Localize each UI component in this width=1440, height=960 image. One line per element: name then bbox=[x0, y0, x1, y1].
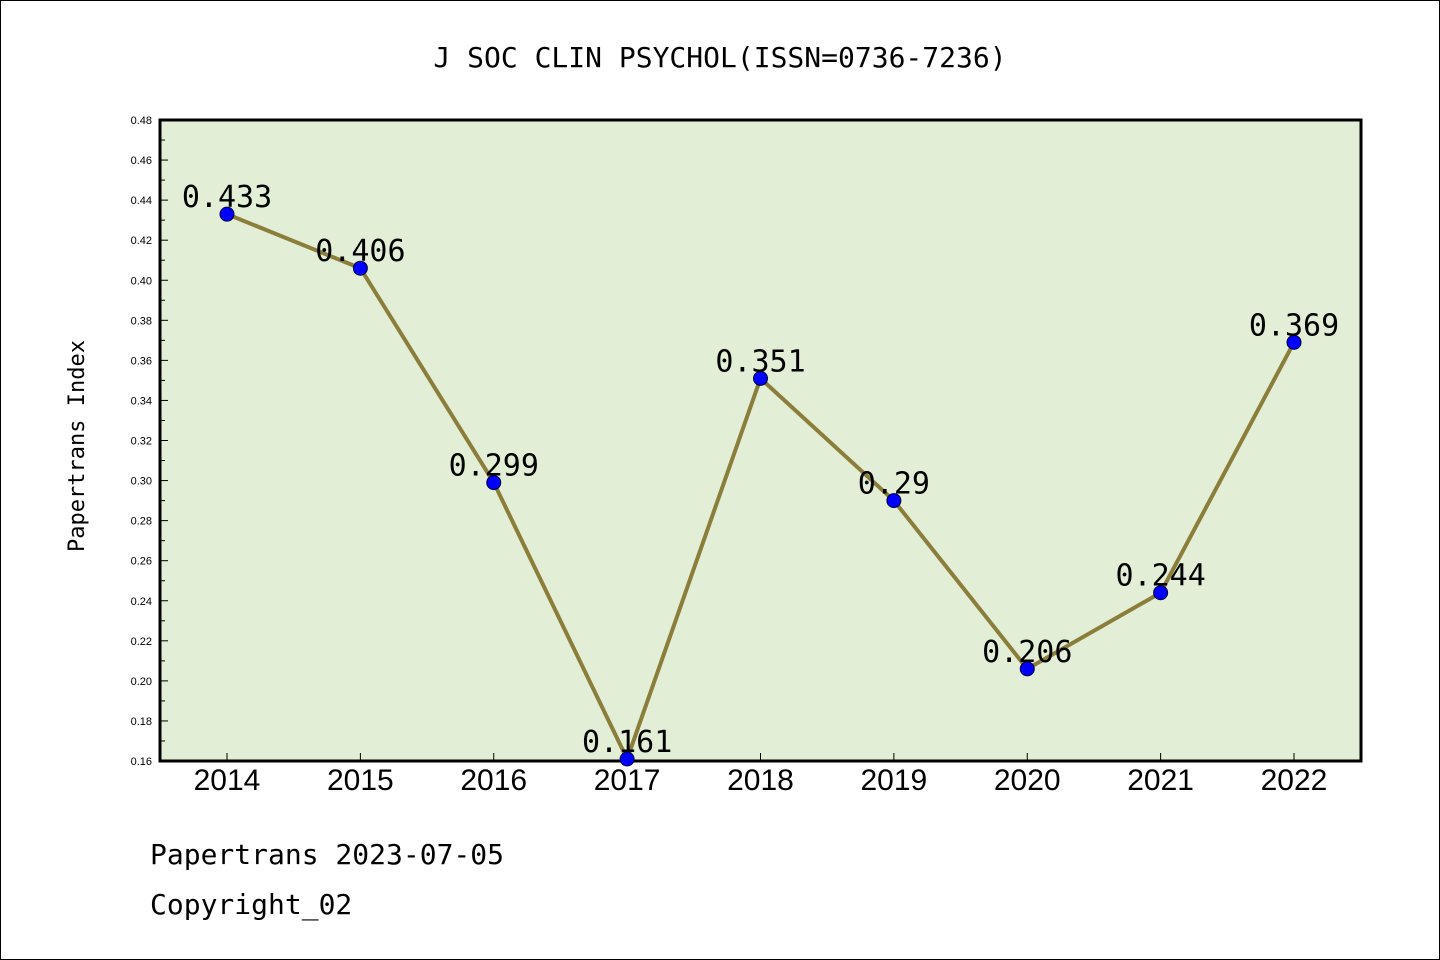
x-tick-label: 2014 bbox=[194, 764, 261, 797]
y-tick-label: 0.48 bbox=[131, 115, 152, 127]
y-tick-label: 0.34 bbox=[131, 395, 152, 407]
data-label: 0.299 bbox=[449, 449, 539, 484]
data-label: 0.206 bbox=[982, 635, 1072, 670]
x-tick-label: 2017 bbox=[594, 764, 661, 797]
y-tick-label: 0.36 bbox=[131, 355, 152, 367]
data-label: 0.351 bbox=[715, 344, 805, 379]
x-tick-label: 2019 bbox=[861, 764, 928, 797]
data-label: 0.29 bbox=[858, 467, 930, 502]
data-label: 0.161 bbox=[582, 725, 672, 760]
footer-date: Papertrans 2023-07-05 bbox=[150, 838, 504, 871]
chart-title: J SOC CLIN PSYCHOL(ISSN=0736-7236) bbox=[433, 41, 1006, 74]
data-point bbox=[1019, 661, 1035, 677]
y-tick-label: 0.20 bbox=[131, 676, 152, 688]
y-tick-label: 0.16 bbox=[131, 756, 152, 768]
y-tick-label: 0.46 bbox=[131, 155, 152, 167]
y-tick-label: 0.26 bbox=[131, 556, 152, 568]
plot-area bbox=[158, 118, 1363, 763]
y-tick-label: 0.32 bbox=[131, 436, 152, 448]
data-label: 0.369 bbox=[1249, 308, 1339, 343]
y-tick-label: 0.30 bbox=[131, 476, 152, 488]
y-tick-label: 0.42 bbox=[131, 235, 152, 247]
data-label: 0.244 bbox=[1115, 559, 1205, 594]
data-point bbox=[352, 260, 368, 276]
footer-copyright: Copyright_02 bbox=[150, 888, 352, 922]
y-tick-label: 0.22 bbox=[131, 636, 152, 648]
x-tick-label: 2022 bbox=[1261, 764, 1328, 797]
x-tick-label: 2018 bbox=[727, 764, 794, 797]
data-point bbox=[1286, 334, 1302, 350]
x-tick-label: 2020 bbox=[994, 764, 1061, 797]
data-point bbox=[219, 206, 235, 222]
y-axis-label: Papertrans Index bbox=[65, 340, 90, 552]
y-tick-label: 0.44 bbox=[131, 195, 152, 207]
data-point bbox=[486, 475, 502, 491]
x-tick-label: 2015 bbox=[327, 764, 394, 797]
x-tick-label: 2016 bbox=[460, 764, 527, 797]
data-point bbox=[753, 370, 768, 386]
data-point bbox=[1153, 585, 1169, 601]
data-point bbox=[886, 493, 902, 509]
data-label: 0.406 bbox=[315, 234, 405, 269]
y-tick-label: 0.38 bbox=[131, 315, 152, 327]
data-point bbox=[619, 751, 635, 767]
y-tick-label: 0.18 bbox=[131, 716, 152, 728]
data-label: 0.433 bbox=[182, 180, 272, 215]
y-tick-label: 0.40 bbox=[131, 275, 152, 287]
y-tick-label: 0.28 bbox=[131, 516, 152, 528]
y-tick-label: 0.24 bbox=[131, 596, 152, 608]
x-tick-label: 2021 bbox=[1127, 764, 1194, 797]
